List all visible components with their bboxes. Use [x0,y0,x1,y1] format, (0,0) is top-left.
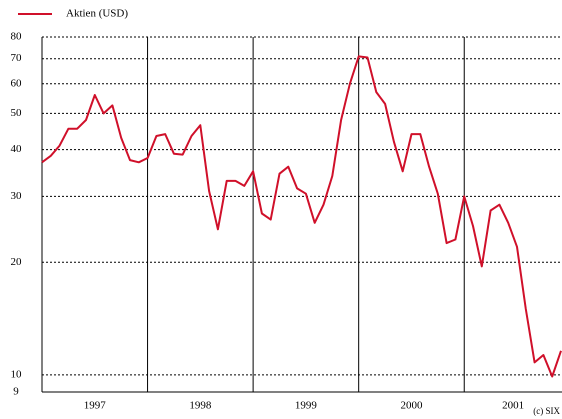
x-tick-label: 1999 [295,400,318,412]
y-tick-label: 10 [11,368,23,380]
y-tick-label: 50 [11,107,23,119]
source-note: (c) SIX [533,406,560,416]
x-tick-label: 2000 [400,400,423,412]
x-tick-label: 2001 [502,400,524,412]
y-tick-label: 40 [11,143,23,155]
y-tick-label: 60 [11,77,23,89]
x-tick-label: 1997 [84,400,107,412]
y-tick-label: 70 [11,52,23,64]
x-tick-label: 1998 [189,400,212,412]
line-series [41,55,562,378]
legend-label: Aktien (USD) [66,8,128,20]
y-tick-label: 9 [13,386,19,398]
y-tick-label: 30 [11,190,23,202]
y-tick-label: 20 [11,256,23,268]
y-tick-label: 80 [11,31,23,43]
